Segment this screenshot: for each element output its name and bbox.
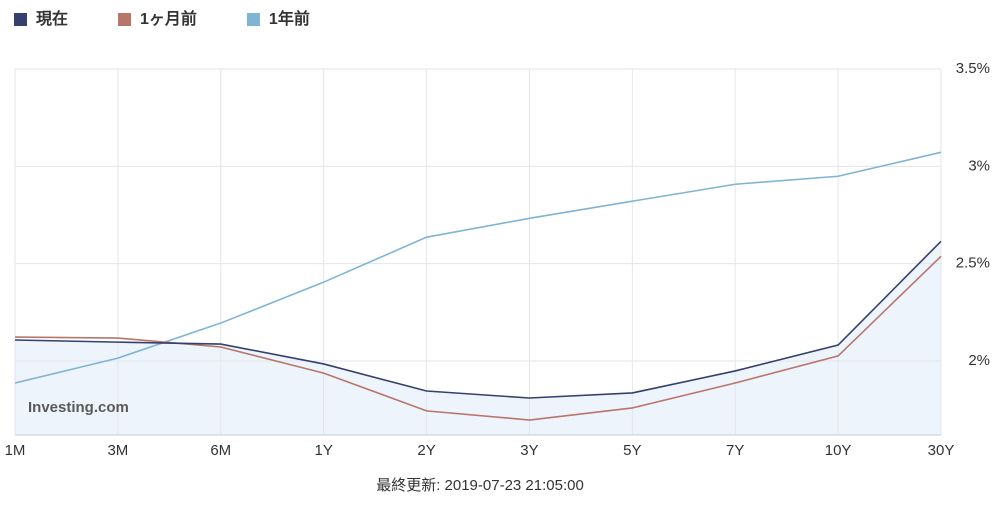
legend-swatch (118, 13, 132, 26)
legend-swatch (246, 13, 260, 26)
x-tick-label: 30Y (928, 442, 955, 459)
y-tick-label: 2.5% (956, 255, 990, 272)
legend-label: 1年前 (269, 9, 310, 28)
x-tick-label: 7Y (726, 442, 744, 459)
x-tick-label: 5Y (623, 442, 641, 459)
y-tick-label: 3.5% (956, 60, 990, 77)
x-tick-label: 3M (107, 442, 128, 459)
legend-swatch (14, 13, 27, 26)
series-line (14, 240, 942, 399)
x-tick-label: 3Y (520, 442, 538, 459)
footer: 最終更新: 2019-07-23 21:05:00 (376, 477, 584, 494)
x-tick-label: 6M (210, 442, 231, 459)
area (15, 241, 941, 435)
legend-label: 1ヶ月前 (140, 9, 197, 28)
legend-label: 現在 (36, 9, 68, 28)
x-tick-label: 10Y (825, 442, 852, 459)
x-tick-label: 1Y (314, 442, 332, 459)
y-tick-label: 2% (968, 352, 990, 369)
watermark: Investing.com (28, 399, 129, 416)
y-tick-label: 3% (968, 157, 990, 174)
x-tick-label: 1M (5, 442, 26, 459)
series-line (14, 151, 942, 384)
x-tick-label: 2Y (417, 442, 435, 459)
